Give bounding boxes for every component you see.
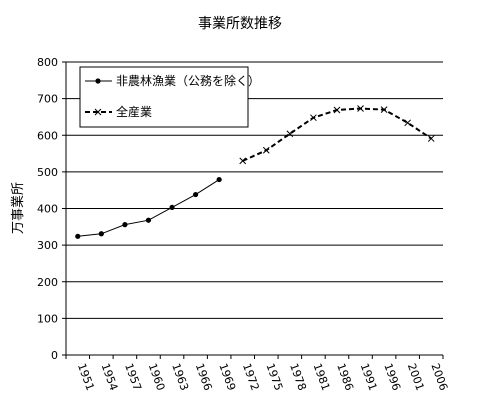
x-tick-label: 1957 bbox=[122, 362, 144, 393]
gridlines bbox=[66, 61, 443, 319]
series-layer bbox=[75, 105, 435, 239]
x-tick-label: 1996 bbox=[381, 362, 403, 393]
y-tick-labels: 0 100 200 300 400 500 600 700 800 bbox=[37, 56, 58, 362]
legend-box bbox=[79, 66, 249, 128]
data-point bbox=[216, 176, 222, 183]
x-tick-labels: 1951 1954 1957 1960 1963 1966 1969 1972 1975 1978… bbox=[75, 362, 450, 393]
data-point bbox=[169, 204, 175, 211]
y-tick-label: 300 bbox=[37, 239, 58, 252]
data-point bbox=[145, 217, 152, 223]
data-point bbox=[75, 233, 81, 239]
x-tick-label: 1991 bbox=[358, 362, 380, 393]
x-tick-label: 1981 bbox=[311, 362, 333, 393]
data-point bbox=[192, 191, 199, 198]
x-tick-label: 1960 bbox=[146, 362, 168, 393]
data-point bbox=[239, 157, 247, 165]
x-tick-label: 1975 bbox=[263, 362, 285, 393]
data-point bbox=[262, 146, 270, 154]
data-point bbox=[357, 105, 364, 112]
x-tick-label: 2001 bbox=[405, 362, 427, 393]
legend-label-series-1: 非農林漁業（公務を除く） bbox=[116, 73, 260, 88]
data-point bbox=[122, 222, 128, 228]
data-point bbox=[404, 119, 412, 127]
data-point bbox=[310, 114, 317, 122]
x-tick-label: 1954 bbox=[99, 362, 121, 393]
chart-title: 事業所数推移 bbox=[198, 16, 282, 32]
data-point bbox=[333, 106, 341, 114]
y-axis-title: 万事業所 bbox=[10, 182, 26, 234]
y-tick-label: 800 bbox=[37, 56, 58, 69]
y-tick-label: 0 bbox=[51, 349, 58, 362]
data-point bbox=[286, 130, 294, 138]
x-tick-label: 1972 bbox=[240, 362, 262, 393]
y-tick-label: 200 bbox=[37, 276, 58, 289]
axes bbox=[62, 61, 444, 359]
x-tick-label: 1986 bbox=[334, 362, 356, 393]
y-tick-label: 100 bbox=[37, 312, 58, 325]
x-tick-label: 1966 bbox=[193, 362, 215, 393]
x-tick-label: 1951 bbox=[75, 362, 97, 393]
data-point bbox=[427, 135, 435, 142]
y-tick-label: 500 bbox=[37, 166, 58, 179]
y-tick-label: 700 bbox=[37, 93, 58, 106]
x-tick-label: 2006 bbox=[428, 362, 450, 393]
data-point bbox=[98, 231, 104, 237]
legend-marker-series-1 bbox=[95, 78, 101, 84]
y-tick-label: 600 bbox=[37, 129, 58, 142]
x-tick-label: 1969 bbox=[216, 362, 238, 393]
y-tick-label: 400 bbox=[37, 203, 58, 216]
legend-marker-series-2 bbox=[94, 108, 102, 116]
legend-label-series-2: 全産業 bbox=[116, 104, 152, 119]
data-point bbox=[380, 106, 388, 113]
x-tick-label: 1963 bbox=[169, 362, 191, 393]
legend: 非農林漁業（公務を除く） 全産業 bbox=[79, 66, 260, 128]
x-tick-label: 1978 bbox=[287, 362, 309, 393]
